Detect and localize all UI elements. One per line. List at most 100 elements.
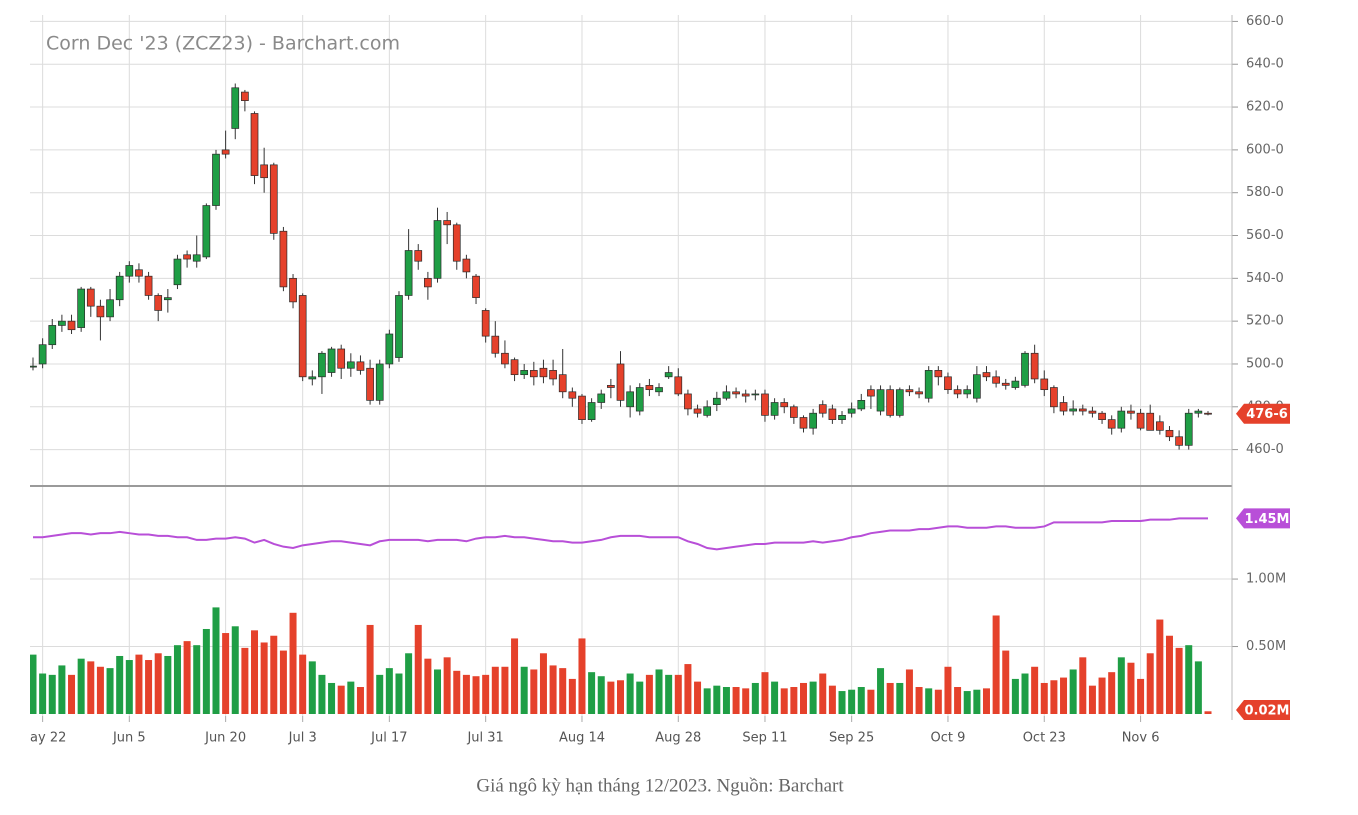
candle-body xyxy=(308,376,317,380)
volume-bar xyxy=(1040,682,1048,714)
volume-bar xyxy=(982,688,990,714)
candle-body xyxy=(1050,387,1058,408)
volume-bar xyxy=(1011,678,1019,714)
candle-body xyxy=(578,395,586,420)
volume-bar xyxy=(289,612,297,714)
candle-body xyxy=(269,164,278,234)
candle-body xyxy=(135,269,143,277)
candle-body xyxy=(38,344,47,365)
candle-body xyxy=(905,389,914,393)
volume-bar xyxy=(1165,635,1173,714)
candle-body xyxy=(67,320,76,331)
y-tick-label: 600-0 xyxy=(1246,142,1284,157)
volume-bar xyxy=(828,685,836,714)
volume-bar xyxy=(578,638,586,714)
candle-body xyxy=(356,361,365,371)
volume-bar xyxy=(154,653,162,714)
candle-body xyxy=(1011,380,1020,388)
y-tick-label: 520-0 xyxy=(1246,314,1284,329)
candle-body xyxy=(645,385,654,391)
candle-body xyxy=(510,359,519,376)
candle-body xyxy=(154,295,163,311)
candle-body xyxy=(289,277,297,303)
candle-body xyxy=(192,254,201,262)
candle-body xyxy=(722,391,731,399)
volume-bar xyxy=(193,645,201,714)
volume-bar xyxy=(549,665,557,714)
volume-bar xyxy=(790,687,798,714)
volume-bar xyxy=(87,661,95,714)
volume-bar xyxy=(607,681,615,714)
candle-body xyxy=(1127,410,1135,414)
volume-bar xyxy=(1185,645,1193,714)
volume-bar xyxy=(347,681,355,714)
volume-bar xyxy=(905,669,913,714)
volume-bar xyxy=(684,664,692,714)
volume-bar xyxy=(819,673,827,714)
volume-bar xyxy=(202,628,210,714)
candle-body xyxy=(1078,408,1087,412)
candle-body xyxy=(867,389,875,397)
candle-body xyxy=(30,365,37,368)
volume-bar xyxy=(328,682,336,714)
volume-bar xyxy=(665,674,673,714)
x-tick-label: May 22 xyxy=(19,731,67,746)
volume-bar xyxy=(125,660,133,714)
candle-body xyxy=(1098,412,1106,420)
volume-bar xyxy=(867,689,875,714)
volume-bar xyxy=(1146,653,1154,714)
volume-bar xyxy=(318,674,326,714)
candle-body xyxy=(250,113,259,176)
volume-bar xyxy=(424,658,432,714)
x-tick-label: Aug 14 xyxy=(559,731,605,746)
volume-bar xyxy=(299,654,307,714)
candle-body xyxy=(173,258,182,286)
volume-bar xyxy=(848,689,856,714)
candle-body xyxy=(462,258,471,273)
volume-bar xyxy=(617,680,624,714)
candle-body xyxy=(568,391,577,399)
volume-bar xyxy=(732,687,740,714)
candle-body xyxy=(741,393,750,397)
candle-body xyxy=(337,348,346,369)
candle-body xyxy=(241,91,249,101)
y-tick-label: 540-0 xyxy=(1246,271,1284,286)
candle-body xyxy=(539,367,548,378)
volume-bar xyxy=(145,660,153,714)
candle-body xyxy=(712,397,721,405)
volume-bar xyxy=(588,672,596,714)
volume-bar xyxy=(511,638,519,714)
candle-body xyxy=(375,363,384,401)
volume-bar xyxy=(1069,669,1077,714)
volume-bar xyxy=(973,689,981,714)
candle-body xyxy=(346,361,355,369)
volume-bar xyxy=(771,681,779,714)
volume-bar xyxy=(636,681,644,714)
candle-body xyxy=(809,412,817,429)
candle-body xyxy=(77,288,86,328)
candle-body xyxy=(1107,419,1116,429)
volume-bar xyxy=(1204,711,1212,714)
volume-bar xyxy=(356,687,364,714)
candle-body xyxy=(703,406,712,416)
chart-title: Corn Dec '23 (ZCZ23) - Barchart.com xyxy=(46,33,400,55)
candle-body xyxy=(587,402,596,420)
candle-body xyxy=(1021,352,1029,386)
volume-bar xyxy=(212,607,220,714)
x-tick-label: Jun 20 xyxy=(204,731,246,746)
candle-body xyxy=(934,370,943,378)
volume-bar xyxy=(713,685,721,714)
volume-bar xyxy=(1127,662,1135,714)
x-tick-label: Jul 17 xyxy=(370,731,407,746)
volume-bar xyxy=(241,647,249,714)
volume-bar xyxy=(992,615,1000,714)
volume-bar xyxy=(655,669,663,714)
candle-body xyxy=(732,391,740,395)
candle-body xyxy=(1204,412,1212,415)
volume-bar xyxy=(597,676,605,714)
candle-body xyxy=(86,288,95,307)
candle-body xyxy=(1059,402,1068,412)
candle-body xyxy=(366,367,374,401)
